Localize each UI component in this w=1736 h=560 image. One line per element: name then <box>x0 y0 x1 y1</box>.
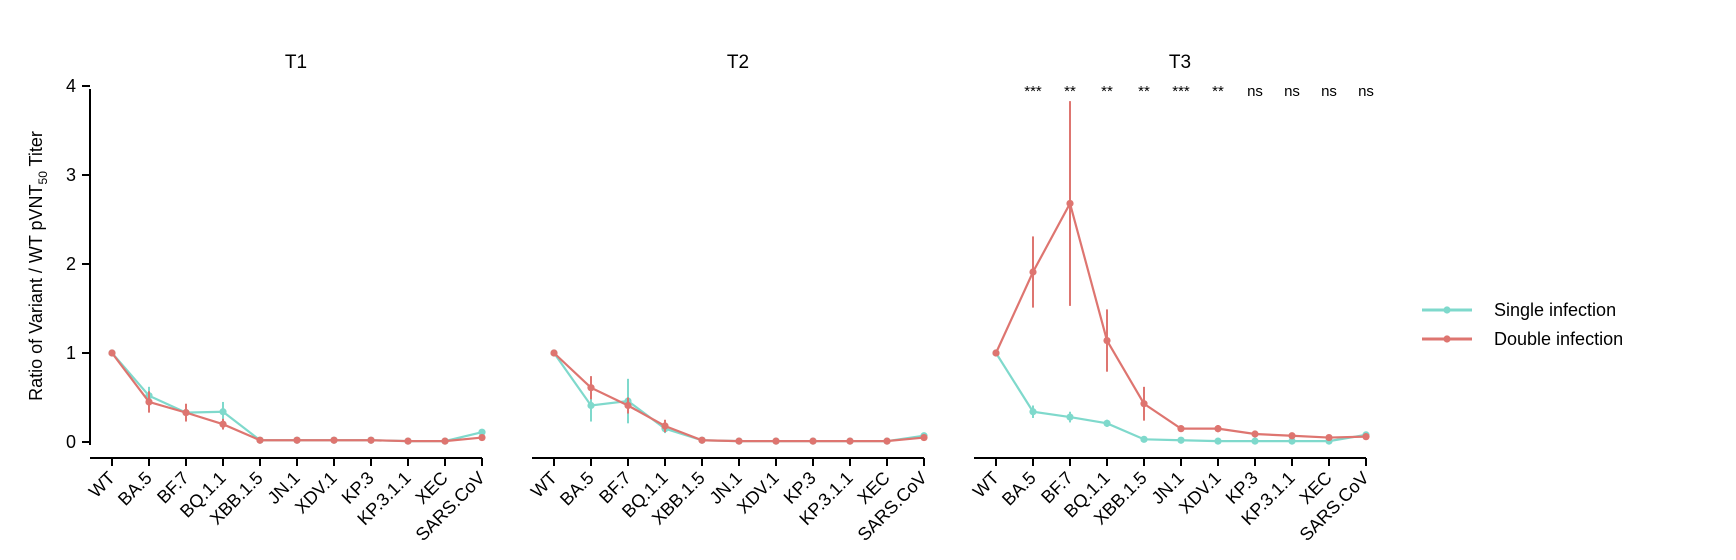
y-axis-label-subscript: 50 <box>36 171 50 185</box>
series-line <box>111 352 483 443</box>
y-axis-label-main: Ratio of Variant / WT pVNT <box>26 184 46 400</box>
panel-t3: T3WTBA.5BF.7BQ.1.1XBB.1.5JN.1XDV.1KP.3KP… <box>969 52 1374 545</box>
legend-label: Double infection <box>1494 329 1623 349</box>
data-point <box>1066 199 1074 208</box>
data-point <box>883 437 891 445</box>
data-point <box>1140 400 1148 408</box>
y-tick-label-0: 0 <box>66 432 76 452</box>
data-point <box>1029 408 1037 416</box>
data-point <box>1214 425 1222 433</box>
data-point <box>1251 437 1259 445</box>
x-tick-label: XDV.1 <box>733 468 783 518</box>
series-double <box>550 349 928 445</box>
panel-title: T1 <box>285 52 307 73</box>
data-point <box>1251 430 1259 438</box>
data-point <box>1214 437 1222 445</box>
series-line <box>111 352 483 443</box>
y-tick-label-3: 3 <box>66 165 76 185</box>
significance-label: ns <box>1247 83 1263 100</box>
panel-t1: T1WTBA.5BF.7BQ.1.1XBB.1.5JN.1XDV.1KP.3KP… <box>85 52 489 545</box>
data-point <box>1066 413 1074 421</box>
data-point <box>587 384 595 392</box>
series-line <box>994 200 1367 439</box>
data-point <box>1177 425 1185 433</box>
panel-t2: T2WTBA.5BF.7BQ.1.1XBB.1.5JN.1XDV.1KP.3KP… <box>527 52 931 545</box>
series-single <box>108 349 486 445</box>
y-tick-label-2: 2 <box>66 254 76 274</box>
data-point <box>735 437 743 445</box>
x-tick-label: WT <box>969 468 1003 502</box>
y-axis-label-tail: Titer <box>26 131 46 171</box>
data-point <box>920 433 928 442</box>
data-point <box>219 420 227 428</box>
data-point <box>478 428 486 436</box>
x-tick-label: XDV.1 <box>1175 468 1225 518</box>
significance-label: ns <box>1284 83 1300 100</box>
data-point <box>478 433 486 442</box>
significance-label: ns <box>1358 83 1374 100</box>
data-point <box>661 422 669 430</box>
significance-label: ns <box>1321 83 1337 100</box>
legend-swatch-marker <box>1443 335 1451 343</box>
data-point <box>219 408 227 416</box>
data-point <box>1362 433 1370 441</box>
data-point <box>992 349 1000 357</box>
series-double <box>108 349 486 445</box>
data-point <box>1177 436 1185 444</box>
data-point <box>1103 336 1111 345</box>
series-single <box>550 349 928 445</box>
data-point <box>256 436 264 444</box>
data-point <box>441 437 449 445</box>
legend: Single infection Double infection <box>1422 300 1623 349</box>
significance-label: *** <box>1024 83 1042 100</box>
series-double <box>992 101 1370 442</box>
x-tick-label: WT <box>85 468 119 502</box>
series-line <box>553 352 925 443</box>
data-point <box>698 436 706 444</box>
x-tick-label: XDV.1 <box>291 468 341 518</box>
y-axis-label: Ratio of Variant / WT pVNT50 Titer <box>26 131 50 401</box>
data-point <box>182 409 190 417</box>
x-tick-label: BA.5 <box>556 468 598 510</box>
panel-title: T3 <box>1169 52 1191 73</box>
data-point <box>404 437 412 445</box>
x-tick-label: BA.5 <box>998 468 1040 510</box>
x-tick-label: BA.5 <box>114 468 156 510</box>
legend-label: Single infection <box>1494 300 1616 320</box>
x-tick-label: WT <box>527 468 561 502</box>
significance-label: ** <box>1064 83 1076 100</box>
significance-label: ** <box>1138 83 1150 100</box>
significance-label: ** <box>1101 83 1113 100</box>
data-point <box>587 401 595 410</box>
significance-label: ** <box>1212 83 1224 100</box>
y-tick-label-4: 4 <box>66 76 76 96</box>
data-point <box>1140 435 1148 443</box>
data-point <box>1325 433 1333 442</box>
data-point <box>624 401 632 410</box>
panel-title: T2 <box>727 52 749 73</box>
data-point <box>1288 437 1296 445</box>
data-point <box>367 436 375 444</box>
data-point <box>846 437 854 445</box>
data-point <box>108 349 116 357</box>
y-tick-label-1: 1 <box>66 343 76 363</box>
data-point <box>772 437 780 445</box>
data-point <box>1103 419 1111 427</box>
data-point <box>1288 432 1296 440</box>
significance-label: *** <box>1172 83 1190 100</box>
data-point <box>550 349 558 357</box>
data-point <box>1029 268 1037 276</box>
data-point <box>809 437 817 445</box>
data-point <box>293 436 301 444</box>
legend-swatch-marker <box>1443 306 1451 314</box>
data-point <box>145 398 153 406</box>
data-point <box>330 436 338 444</box>
